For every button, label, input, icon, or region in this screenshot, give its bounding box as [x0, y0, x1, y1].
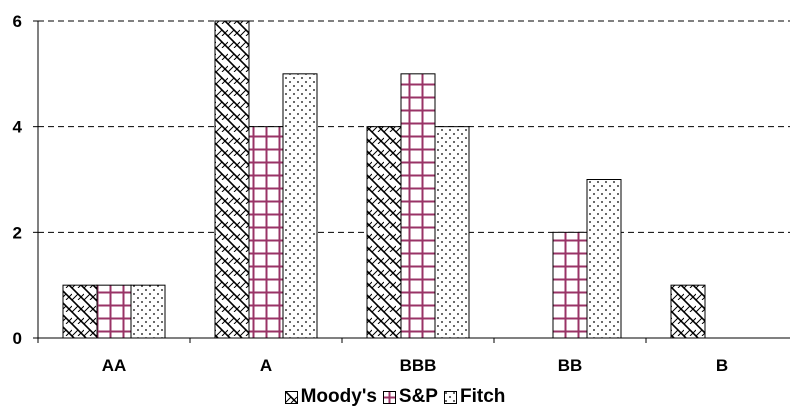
y-tick-label: 0 — [13, 329, 22, 348]
fitch-swatch-icon — [443, 390, 457, 404]
bar-moodys-b — [670, 284, 706, 339]
bars — [62, 20, 706, 339]
legend-label: Moody's — [300, 386, 377, 407]
sp-swatch-icon — [382, 390, 396, 404]
gridlines — [38, 20, 790, 233]
x-tick-label: A — [260, 356, 272, 375]
moodys-swatch-icon — [284, 390, 298, 404]
legend-item-fitch: Fitch — [443, 386, 506, 408]
x-tick-label: BBB — [400, 356, 437, 375]
legend-item-moodys: Moody's — [284, 386, 377, 408]
bar-sp-bbb — [400, 73, 436, 339]
y-tick-label: 2 — [13, 223, 22, 242]
bar-fitch-aa — [130, 284, 166, 339]
bar-fitch-bbb — [434, 126, 470, 339]
bar-fitch-a — [282, 73, 318, 339]
legend-label: S&P — [398, 386, 438, 407]
bar-fitch-bb — [586, 179, 622, 339]
bar-sp-bb — [552, 231, 588, 339]
legend-label: Fitch — [459, 386, 506, 407]
bar-sp-a — [248, 126, 284, 339]
x-tick-label: AA — [102, 356, 127, 375]
bar-moodys-bbb — [366, 126, 402, 339]
bar-moodys-aa — [62, 284, 98, 339]
legend-item-sp: S&P — [382, 386, 438, 408]
x-tick-label: BB — [558, 356, 583, 375]
bar-moodys-a — [214, 20, 250, 339]
x-tick-label: B — [716, 356, 728, 375]
bar-sp-aa — [96, 284, 132, 339]
y-tick-label: 4 — [13, 118, 23, 137]
legend: Moody's S&P Fitch — [0, 386, 790, 408]
y-tick-label: 6 — [13, 12, 22, 31]
